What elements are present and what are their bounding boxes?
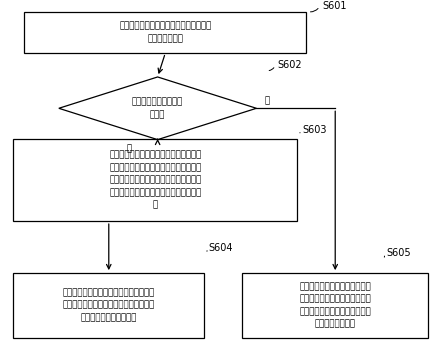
Text: 根据多个历史帧图像的应用绘制渲染时长
和图层合成时长确定目标应用绘制渲染偏
移量和目标图层合成偏移量，其中，历史
帧图像中的理想帧图像的占比大于预设占
比: 根据多个历史帧图像的应用绘制渲染时长 和图层合成时长确定目标应用绘制渲染偏 移量… bbox=[109, 150, 202, 209]
Text: S604: S604 bbox=[209, 243, 233, 253]
FancyBboxPatch shape bbox=[24, 11, 306, 53]
Text: 否: 否 bbox=[265, 97, 270, 106]
Text: 根据初始应用绘制渲染偏移量调
整当前应用绘制渲染偏移量，并
根据初始图层合成偏移量调整当
前图层合成偏移量: 根据初始应用绘制渲染偏移量调 整当前应用绘制渲染偏移量，并 根据初始图层合成偏移… bbox=[299, 282, 371, 328]
Text: 是: 是 bbox=[126, 144, 131, 153]
Text: 根据目标应用绘制渲染偏移量调整当前应
用渲染偏移量，根据目标图层合成偏移量
调整当前图层合成偏移量: 根据目标应用绘制渲染偏移量调整当前应 用渲染偏移量，根据目标图层合成偏移量 调整… bbox=[63, 288, 155, 322]
Text: 判断是否满足偏移量调
整条件: 判断是否满足偏移量调 整条件 bbox=[132, 98, 183, 119]
FancyBboxPatch shape bbox=[13, 273, 204, 337]
FancyBboxPatch shape bbox=[242, 273, 428, 337]
FancyBboxPatch shape bbox=[13, 139, 297, 221]
Text: S601: S601 bbox=[322, 1, 346, 11]
Polygon shape bbox=[59, 77, 256, 140]
Text: S605: S605 bbox=[386, 248, 411, 258]
Text: S603: S603 bbox=[302, 125, 326, 135]
Text: 获取多个历史帧图像的应用绘制渲染时长
和图层合成时长: 获取多个历史帧图像的应用绘制渲染时长 和图层合成时长 bbox=[119, 22, 211, 43]
Text: S602: S602 bbox=[278, 60, 302, 70]
